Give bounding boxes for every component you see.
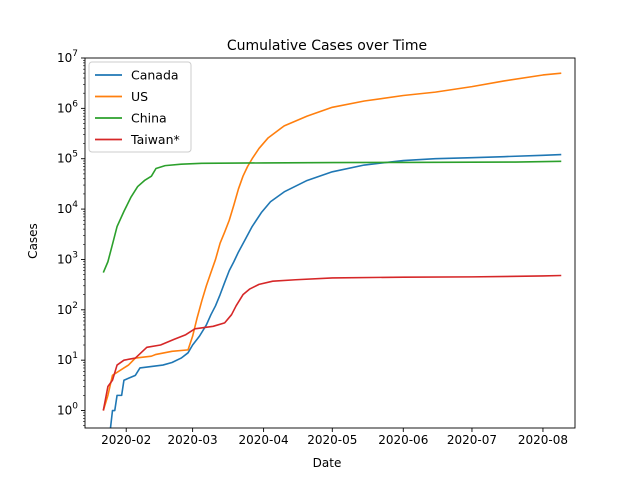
x-tick-label: 2020-04 — [239, 433, 289, 447]
y-tick-label: 101 — [57, 351, 78, 367]
y-tick-label: 106 — [57, 99, 78, 115]
x-tick-label: 2020-08 — [518, 433, 568, 447]
legend-label: US — [131, 89, 148, 104]
legend-label: Canada — [131, 68, 179, 83]
y-axis-label: Cases — [26, 223, 40, 259]
legend-label: China — [131, 111, 167, 126]
x-axis-label: Date — [313, 456, 342, 470]
x-tick-label: 2020-02 — [101, 433, 151, 447]
series-line-china — [102, 160, 562, 273]
x-tick-label: 2020-07 — [447, 433, 497, 447]
series-line-us — [102, 72, 562, 411]
y-tick-label: 107 — [57, 49, 78, 65]
legend-box — [88, 61, 192, 153]
x-tick-label: 2020-03 — [168, 433, 218, 447]
series-line-canada — [109, 153, 562, 428]
y-tick-label: 103 — [57, 250, 78, 266]
series-layer — [102, 72, 562, 428]
x-tick-label: 2020-06 — [378, 433, 428, 447]
y-tick-label: 102 — [57, 301, 78, 317]
y-tick-label: 104 — [57, 200, 78, 216]
y-tick-label: 105 — [57, 150, 78, 166]
plot-frame — [84, 57, 576, 429]
y-tick-label: 100 — [57, 402, 78, 418]
legend: Canada US China Taiwan* — [88, 61, 192, 153]
axes-layer: 2020-02 2020-03 2020-04 2020-05 2020-06 2020-… — [57, 49, 576, 447]
chart-title: Cumulative Cases over Time — [227, 38, 427, 54]
legend-label: Taiwan* — [130, 132, 180, 147]
x-tick-label: 2020-05 — [307, 433, 357, 447]
series-line-taiwan — [102, 274, 562, 411]
